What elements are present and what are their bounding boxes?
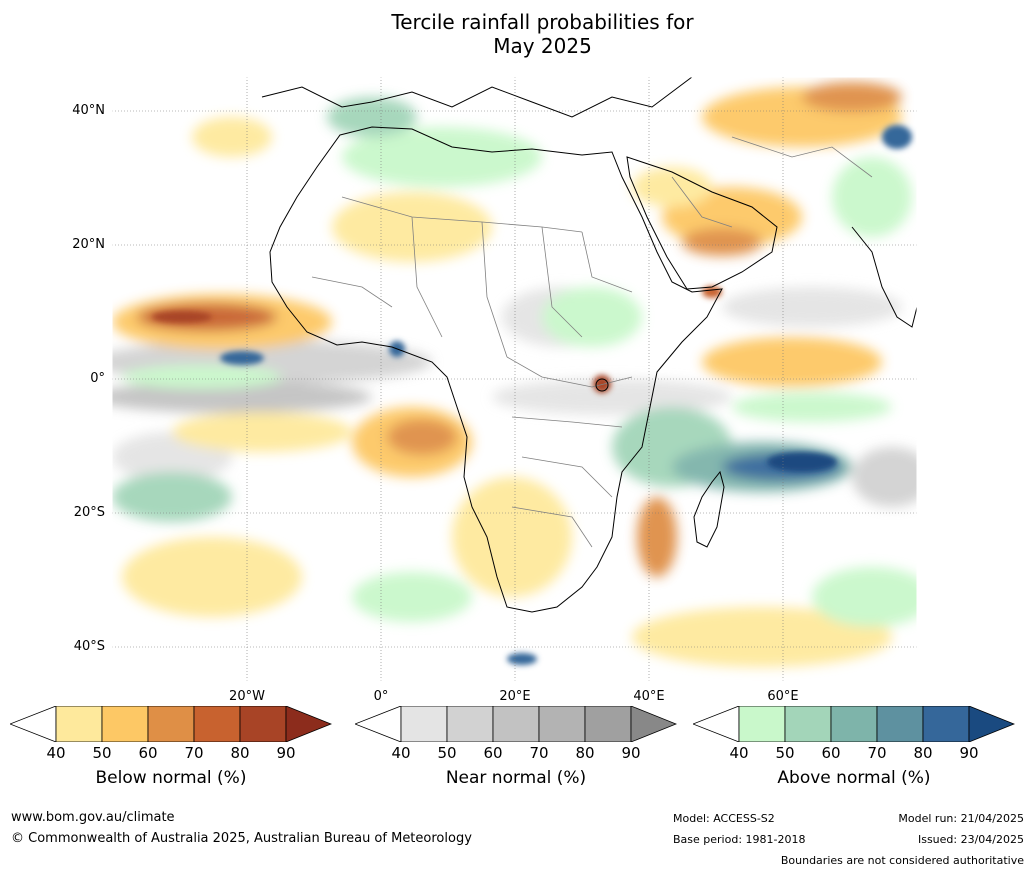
lon-label-20w: 20°W [229, 689, 265, 704]
cbar-below-tick-40: 40 [46, 744, 66, 762]
disclaimer-text: Boundaries are not considered authoritat… [780, 854, 1024, 867]
india-coastline [851, 226, 917, 328]
title-line-1: Tercile rainfall probabilities for [391, 10, 694, 34]
colorbar-above [693, 706, 1015, 742]
cbar-above-tick-50: 50 [775, 744, 795, 762]
europe-coastline [261, 77, 693, 118]
lat-label-40s: 40°S [73, 639, 105, 654]
cbar-below-tick-70: 70 [184, 744, 204, 762]
colorbar-below-bin-4 [193, 706, 241, 742]
colorbar-above-bin-3 [830, 706, 878, 742]
cbar-near-tick-70: 70 [529, 744, 549, 762]
cbar-below-tick-90: 90 [276, 744, 296, 762]
colorbar-near-bin-4 [538, 706, 586, 742]
cbar-near-tick-50: 50 [437, 744, 457, 762]
colorbar-above-bin-1 [738, 706, 786, 742]
colorbar-near-bin-5 [584, 706, 632, 742]
lat-label-0: 0° [90, 371, 105, 386]
chart-title: Tercile rainfall probabilities for May 2… [0, 10, 1035, 58]
colorbar-above-bin-4 [876, 706, 924, 742]
probability-field-detail [152, 125, 912, 665]
colorbar-near-bin-2 [446, 706, 494, 742]
colorbar-below [10, 706, 332, 742]
africa-coastline [269, 126, 723, 613]
map-svg [112, 77, 917, 681]
cbar-above-tick-80: 80 [913, 744, 933, 762]
colorbar-near-bin-3 [492, 706, 540, 742]
madagascar-coastline [693, 470, 725, 548]
colorbar-above-bin-2 [784, 706, 832, 742]
lon-label-60e: 60°E [767, 689, 799, 704]
title-line-2: May 2025 [493, 34, 592, 58]
lat-label-20s: 20°S [73, 505, 105, 520]
copyright-text: © Commonwealth of Australia 2025, Austra… [11, 831, 472, 846]
website-link[interactable]: www.bom.gov.au/climate [11, 810, 175, 825]
colorbar-below-bin-2 [101, 706, 149, 742]
cbar-below-tick-50: 50 [92, 744, 112, 762]
colorbar-above-low-extend [693, 706, 740, 742]
cbar-above-tick-90: 90 [959, 744, 979, 762]
colorbar-near-high-extend [630, 706, 677, 742]
cbar-near-tick-90: 90 [621, 744, 641, 762]
colorbar-above-high-extend [968, 706, 1015, 742]
cbar-above-tick-70: 70 [867, 744, 887, 762]
probability-field [112, 82, 917, 667]
cbar-near-tick-40: 40 [391, 744, 411, 762]
issued-date: Issued: 23/04/2025 [917, 833, 1024, 846]
lat-label-20n: 20°N [72, 237, 105, 252]
colorbar-below-low-extend [10, 706, 57, 742]
colorbar-near-title: Near normal (%) [445, 768, 587, 788]
colorbar-below-bin-3 [147, 706, 195, 742]
colorbar-below-high-extend [285, 706, 332, 742]
country-borders [311, 136, 873, 548]
model-run-date: Model run: 21/04/2025 [898, 812, 1024, 825]
colorbar-below-bin-1 [55, 706, 103, 742]
base-period: Base period: 1981-2018 [673, 833, 806, 846]
cbar-near-tick-80: 80 [575, 744, 595, 762]
colorbar-above-bin-5 [922, 706, 970, 742]
cbar-below-tick-60: 60 [138, 744, 158, 762]
cbar-near-tick-60: 60 [483, 744, 503, 762]
probability-map [112, 77, 917, 681]
cbar-above-tick-60: 60 [821, 744, 841, 762]
colorbar-below-bin-5 [239, 706, 287, 742]
graticule [112, 77, 917, 681]
colorbar-above-title: Above normal (%) [777, 768, 931, 788]
lon-label-0: 0° [373, 689, 389, 704]
cbar-above-tick-40: 40 [729, 744, 749, 762]
model-name: Model: ACCESS-S2 [673, 812, 775, 825]
colorbar-near-bin-1 [400, 706, 448, 742]
lake-victoria [595, 378, 609, 392]
colorbar-near-low-extend [355, 706, 402, 742]
lon-label-40e: 40°E [633, 689, 665, 704]
arabia-coastline [626, 156, 778, 290]
colorbar-near [355, 706, 677, 742]
lat-label-40n: 40°N [72, 103, 105, 118]
cbar-below-tick-80: 80 [230, 744, 250, 762]
lon-label-20e: 20°E [499, 689, 531, 704]
colorbar-below-title: Below normal (%) [95, 768, 247, 788]
